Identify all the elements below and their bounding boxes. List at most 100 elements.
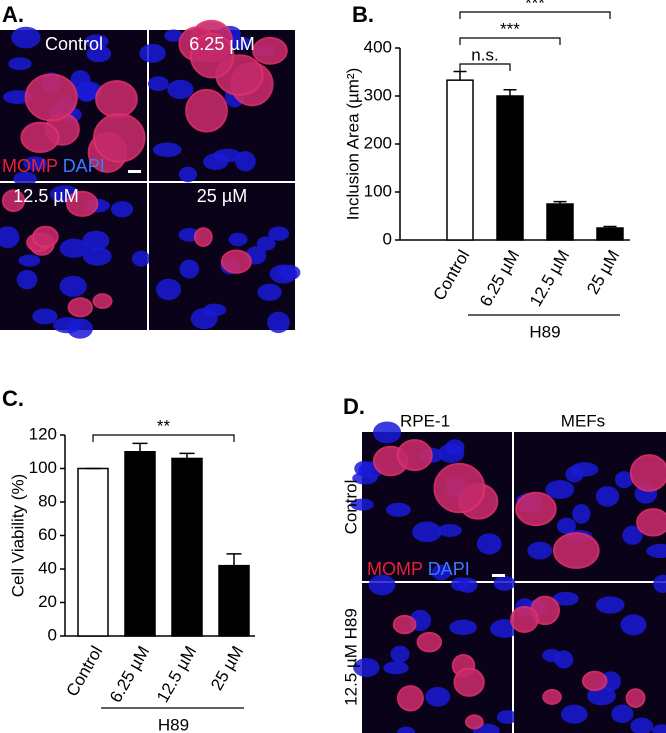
nucleus xyxy=(16,269,38,290)
inclusion xyxy=(67,297,93,318)
x-tick-label: Control xyxy=(429,247,473,304)
stain-name: DAPI xyxy=(428,559,470,579)
nucleus xyxy=(651,724,666,733)
significance-label: ** xyxy=(157,416,171,435)
inclusion xyxy=(636,508,666,537)
inclusion xyxy=(453,667,485,697)
stain-name: DAPI xyxy=(63,156,105,176)
inclusion xyxy=(542,689,562,705)
inclusion xyxy=(1,189,26,213)
nucleus xyxy=(390,645,410,663)
nucleus xyxy=(75,81,103,100)
error-bar xyxy=(179,452,195,459)
y-tick-label: 200 xyxy=(364,133,392,152)
group-label: H89 xyxy=(158,715,189,733)
y-tick-label: 400 xyxy=(364,37,392,56)
error-bar xyxy=(503,89,517,96)
x-tick-label: 12.5 µM xyxy=(526,247,573,310)
x-tick-label: 12.5 µM xyxy=(153,643,200,706)
error-bar xyxy=(453,70,467,81)
nucleus xyxy=(203,303,227,317)
scale-bar xyxy=(492,574,505,577)
nucleus xyxy=(620,614,647,636)
column-label: RPE-1 xyxy=(400,411,450,430)
nucleus xyxy=(622,525,643,545)
group-label: H89 xyxy=(529,322,560,341)
nucleus xyxy=(615,471,634,489)
significance-bracket xyxy=(459,11,611,19)
bar xyxy=(124,451,156,637)
y-tick-label: 100 xyxy=(29,458,57,477)
nucleus xyxy=(213,148,242,163)
inclusion xyxy=(416,631,443,653)
x-tick-label: 25 µM xyxy=(207,643,247,694)
nucleus xyxy=(82,246,112,266)
nucleus xyxy=(257,283,282,301)
panel-label: A. xyxy=(2,2,24,27)
nucleus xyxy=(412,521,442,543)
nucleus xyxy=(131,250,151,267)
nucleus xyxy=(595,485,620,507)
y-tick-label: 0 xyxy=(48,625,57,644)
nucleus xyxy=(167,79,194,100)
y-tick-label: 60 xyxy=(38,525,57,544)
nucleus xyxy=(350,498,374,511)
nucleus xyxy=(572,503,591,524)
inclusion xyxy=(552,532,600,569)
inclusion xyxy=(95,80,138,119)
inclusion xyxy=(66,190,99,217)
panel-label: D. xyxy=(343,394,365,419)
nucleus xyxy=(67,318,93,339)
y-tick-label: 100 xyxy=(364,181,392,200)
image-label: Control xyxy=(45,34,103,54)
stain-name: MOMP xyxy=(367,559,423,579)
y-tick-label: 0 xyxy=(383,229,392,248)
nucleus xyxy=(565,466,584,483)
nucleus xyxy=(476,533,502,555)
nucleus xyxy=(425,686,451,707)
nucleus xyxy=(552,591,579,606)
nucleus xyxy=(59,238,89,258)
bar xyxy=(496,95,524,241)
row-label: Control xyxy=(341,480,360,535)
nucleus xyxy=(268,226,290,241)
x-tick-label: 6.25 µM xyxy=(106,643,153,706)
significance-label: *** xyxy=(525,0,545,12)
significance-label: *** xyxy=(500,19,520,38)
error-bar xyxy=(226,553,242,566)
panel-label: B. xyxy=(352,2,374,27)
nucleus xyxy=(267,311,290,334)
nucleus xyxy=(545,480,575,500)
significance-bracket xyxy=(459,37,561,45)
bar xyxy=(596,227,624,241)
image-label: 25 µM xyxy=(197,186,247,206)
nucleus xyxy=(431,564,451,581)
error-bar xyxy=(603,225,617,228)
significance-bracket xyxy=(92,434,235,442)
nucleus xyxy=(383,661,409,675)
y-tick-label: 40 xyxy=(38,558,57,577)
significance-label: n.s. xyxy=(471,45,498,64)
nucleus xyxy=(18,254,41,267)
nucleus xyxy=(84,34,109,49)
y-tick-label: 20 xyxy=(38,592,57,611)
nucleus xyxy=(152,142,182,158)
nucleus xyxy=(646,543,666,559)
inclusion xyxy=(396,439,433,472)
inclusion xyxy=(515,491,557,527)
nucleus xyxy=(438,443,465,463)
error-bar xyxy=(132,442,148,452)
error-bar xyxy=(553,200,567,204)
nucleus xyxy=(59,275,87,297)
inclusion xyxy=(32,225,59,248)
nucleus xyxy=(496,710,518,724)
scale-bar xyxy=(128,170,141,173)
nucleus xyxy=(147,76,169,92)
inclusion xyxy=(629,454,666,492)
nucleus xyxy=(368,574,396,596)
nucleus xyxy=(397,726,416,733)
nucleus xyxy=(164,29,184,42)
inclusion xyxy=(92,293,113,309)
nucleus xyxy=(0,226,20,249)
nucleus xyxy=(527,541,553,560)
